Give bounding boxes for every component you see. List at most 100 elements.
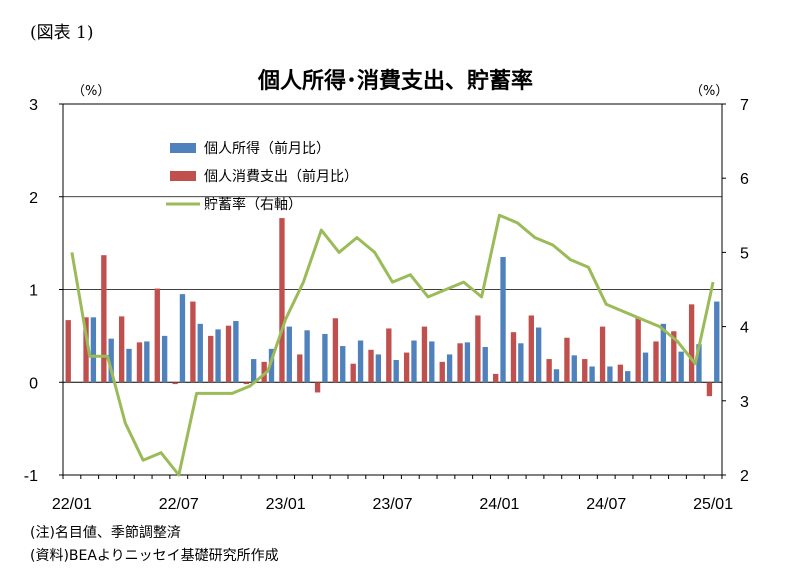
legend-label: 貯蓄率（右軸） bbox=[204, 196, 302, 213]
tick-labels: 3 2 1 0 -1 7 6 5 4 3 2 22/01 22/07 23/01 23/07 24/01 24/… bbox=[24, 97, 749, 513]
bar-consumption bbox=[261, 361, 267, 383]
bar-income bbox=[215, 329, 221, 383]
bar-consumption bbox=[208, 335, 214, 383]
bar-consumption bbox=[421, 326, 428, 383]
savings-rate-line bbox=[70, 213, 715, 477]
bar-consumption bbox=[386, 328, 392, 383]
bar-consumption bbox=[564, 337, 570, 383]
bar-income bbox=[696, 344, 702, 383]
bar-income bbox=[161, 335, 168, 383]
bar-income bbox=[322, 334, 328, 383]
left-axis-unit: （%） bbox=[72, 84, 111, 99]
bar-income bbox=[411, 340, 417, 383]
bar-consumption bbox=[101, 255, 107, 383]
bar-consumption bbox=[65, 320, 71, 383]
bar-income bbox=[197, 323, 203, 383]
bar-consumption bbox=[582, 359, 588, 383]
bar-income bbox=[482, 347, 488, 383]
bar-consumption bbox=[671, 331, 677, 383]
bar-consumption bbox=[225, 325, 232, 383]
y-right-tick-label: 5 bbox=[740, 245, 749, 262]
bar-consumption bbox=[154, 288, 160, 383]
bar-income bbox=[500, 257, 506, 383]
bar-consumption bbox=[635, 317, 641, 383]
x-tick-label: 24/01 bbox=[479, 496, 519, 513]
y-right-tick-label: 6 bbox=[740, 171, 749, 188]
footnote-source: (資料)BEAよりニッセイ基礎研究所作成 bbox=[30, 548, 279, 564]
bar-consumption bbox=[475, 315, 481, 383]
bar-consumption bbox=[617, 364, 624, 383]
bar-income bbox=[251, 359, 257, 383]
legend-label: 個人所得（前月比） bbox=[204, 140, 330, 157]
bar-income bbox=[286, 326, 292, 383]
bar-consumption bbox=[332, 318, 339, 383]
bar-consumption bbox=[706, 382, 713, 397]
x-tick-label: 24/07 bbox=[586, 496, 626, 513]
y-left-tick-label: -1 bbox=[24, 468, 38, 485]
bar-income bbox=[446, 354, 453, 383]
bar-income bbox=[678, 351, 684, 383]
y-left-tick-label: 0 bbox=[29, 375, 38, 392]
bar-consumption bbox=[350, 363, 356, 383]
x-tick-label: 25/01 bbox=[693, 496, 733, 513]
bar-consumption bbox=[190, 301, 196, 383]
right-axis-unit: （%） bbox=[690, 84, 729, 99]
bar-income bbox=[393, 359, 399, 383]
bar-income bbox=[340, 346, 346, 383]
bar-income bbox=[108, 338, 114, 383]
bar-income bbox=[535, 327, 542, 383]
bar-income bbox=[642, 352, 649, 383]
bar-consumption bbox=[493, 373, 499, 383]
footnote-note: (注)名目値、季節調整済 bbox=[30, 525, 181, 541]
legend-swatch bbox=[170, 171, 196, 181]
bar-consumption bbox=[599, 326, 606, 383]
y-right-tick-label: 3 bbox=[740, 394, 749, 411]
x-tick-label: 22/01 bbox=[52, 496, 92, 513]
bar-consumption bbox=[297, 354, 303, 383]
legend-swatch bbox=[170, 143, 196, 153]
bar-income bbox=[304, 330, 310, 383]
bar-income bbox=[607, 366, 613, 383]
bar-income bbox=[268, 348, 275, 383]
legend: 個人所得（前月比） 個人消費支出（前月比） 貯蓄率（右軸） bbox=[166, 140, 358, 213]
bar-consumption bbox=[510, 332, 517, 383]
y-right-tick-label: 4 bbox=[740, 320, 749, 337]
bar-income bbox=[375, 354, 382, 383]
bar-income bbox=[233, 321, 239, 383]
bar-consumption bbox=[403, 352, 410, 383]
bar-consumption bbox=[439, 361, 445, 383]
x-tick-label: 23/07 bbox=[372, 496, 412, 513]
bar-consumption bbox=[118, 316, 125, 383]
bar-consumption bbox=[83, 317, 89, 383]
bar-income bbox=[571, 355, 577, 383]
bar-consumption bbox=[172, 382, 178, 385]
bar-consumption bbox=[279, 218, 285, 383]
bar-consumption bbox=[243, 382, 250, 385]
bar-consumption bbox=[653, 341, 659, 383]
bar-income bbox=[625, 371, 631, 383]
x-tick-label: 22/07 bbox=[159, 496, 199, 513]
bar-income bbox=[90, 317, 97, 383]
x-tick-label: 23/01 bbox=[266, 496, 306, 513]
bar-consumption bbox=[457, 343, 463, 383]
y-left-tick-label: 3 bbox=[29, 97, 38, 114]
bar-income bbox=[660, 323, 667, 383]
chart-title: 個人所得･消費支出、貯蓄率 bbox=[257, 69, 533, 94]
bar-income bbox=[518, 343, 524, 383]
legend-label: 個人消費支出（前月比） bbox=[204, 168, 358, 185]
bar-income bbox=[179, 294, 186, 383]
gridlines bbox=[63, 103, 722, 476]
bar-consumption bbox=[546, 359, 552, 383]
y-right-tick-label: 2 bbox=[740, 468, 749, 485]
figure-label: (図表 1) bbox=[30, 23, 94, 43]
bar-income bbox=[589, 366, 595, 383]
bar-income bbox=[144, 341, 150, 383]
y-left-tick-label: 1 bbox=[29, 283, 38, 300]
bar-income bbox=[553, 369, 560, 383]
bar-consumption bbox=[688, 304, 695, 383]
y-right-tick-label: 7 bbox=[740, 97, 749, 114]
y-left-tick-label: 2 bbox=[29, 190, 38, 207]
bar-consumption bbox=[314, 382, 321, 393]
bar-income bbox=[429, 341, 435, 383]
